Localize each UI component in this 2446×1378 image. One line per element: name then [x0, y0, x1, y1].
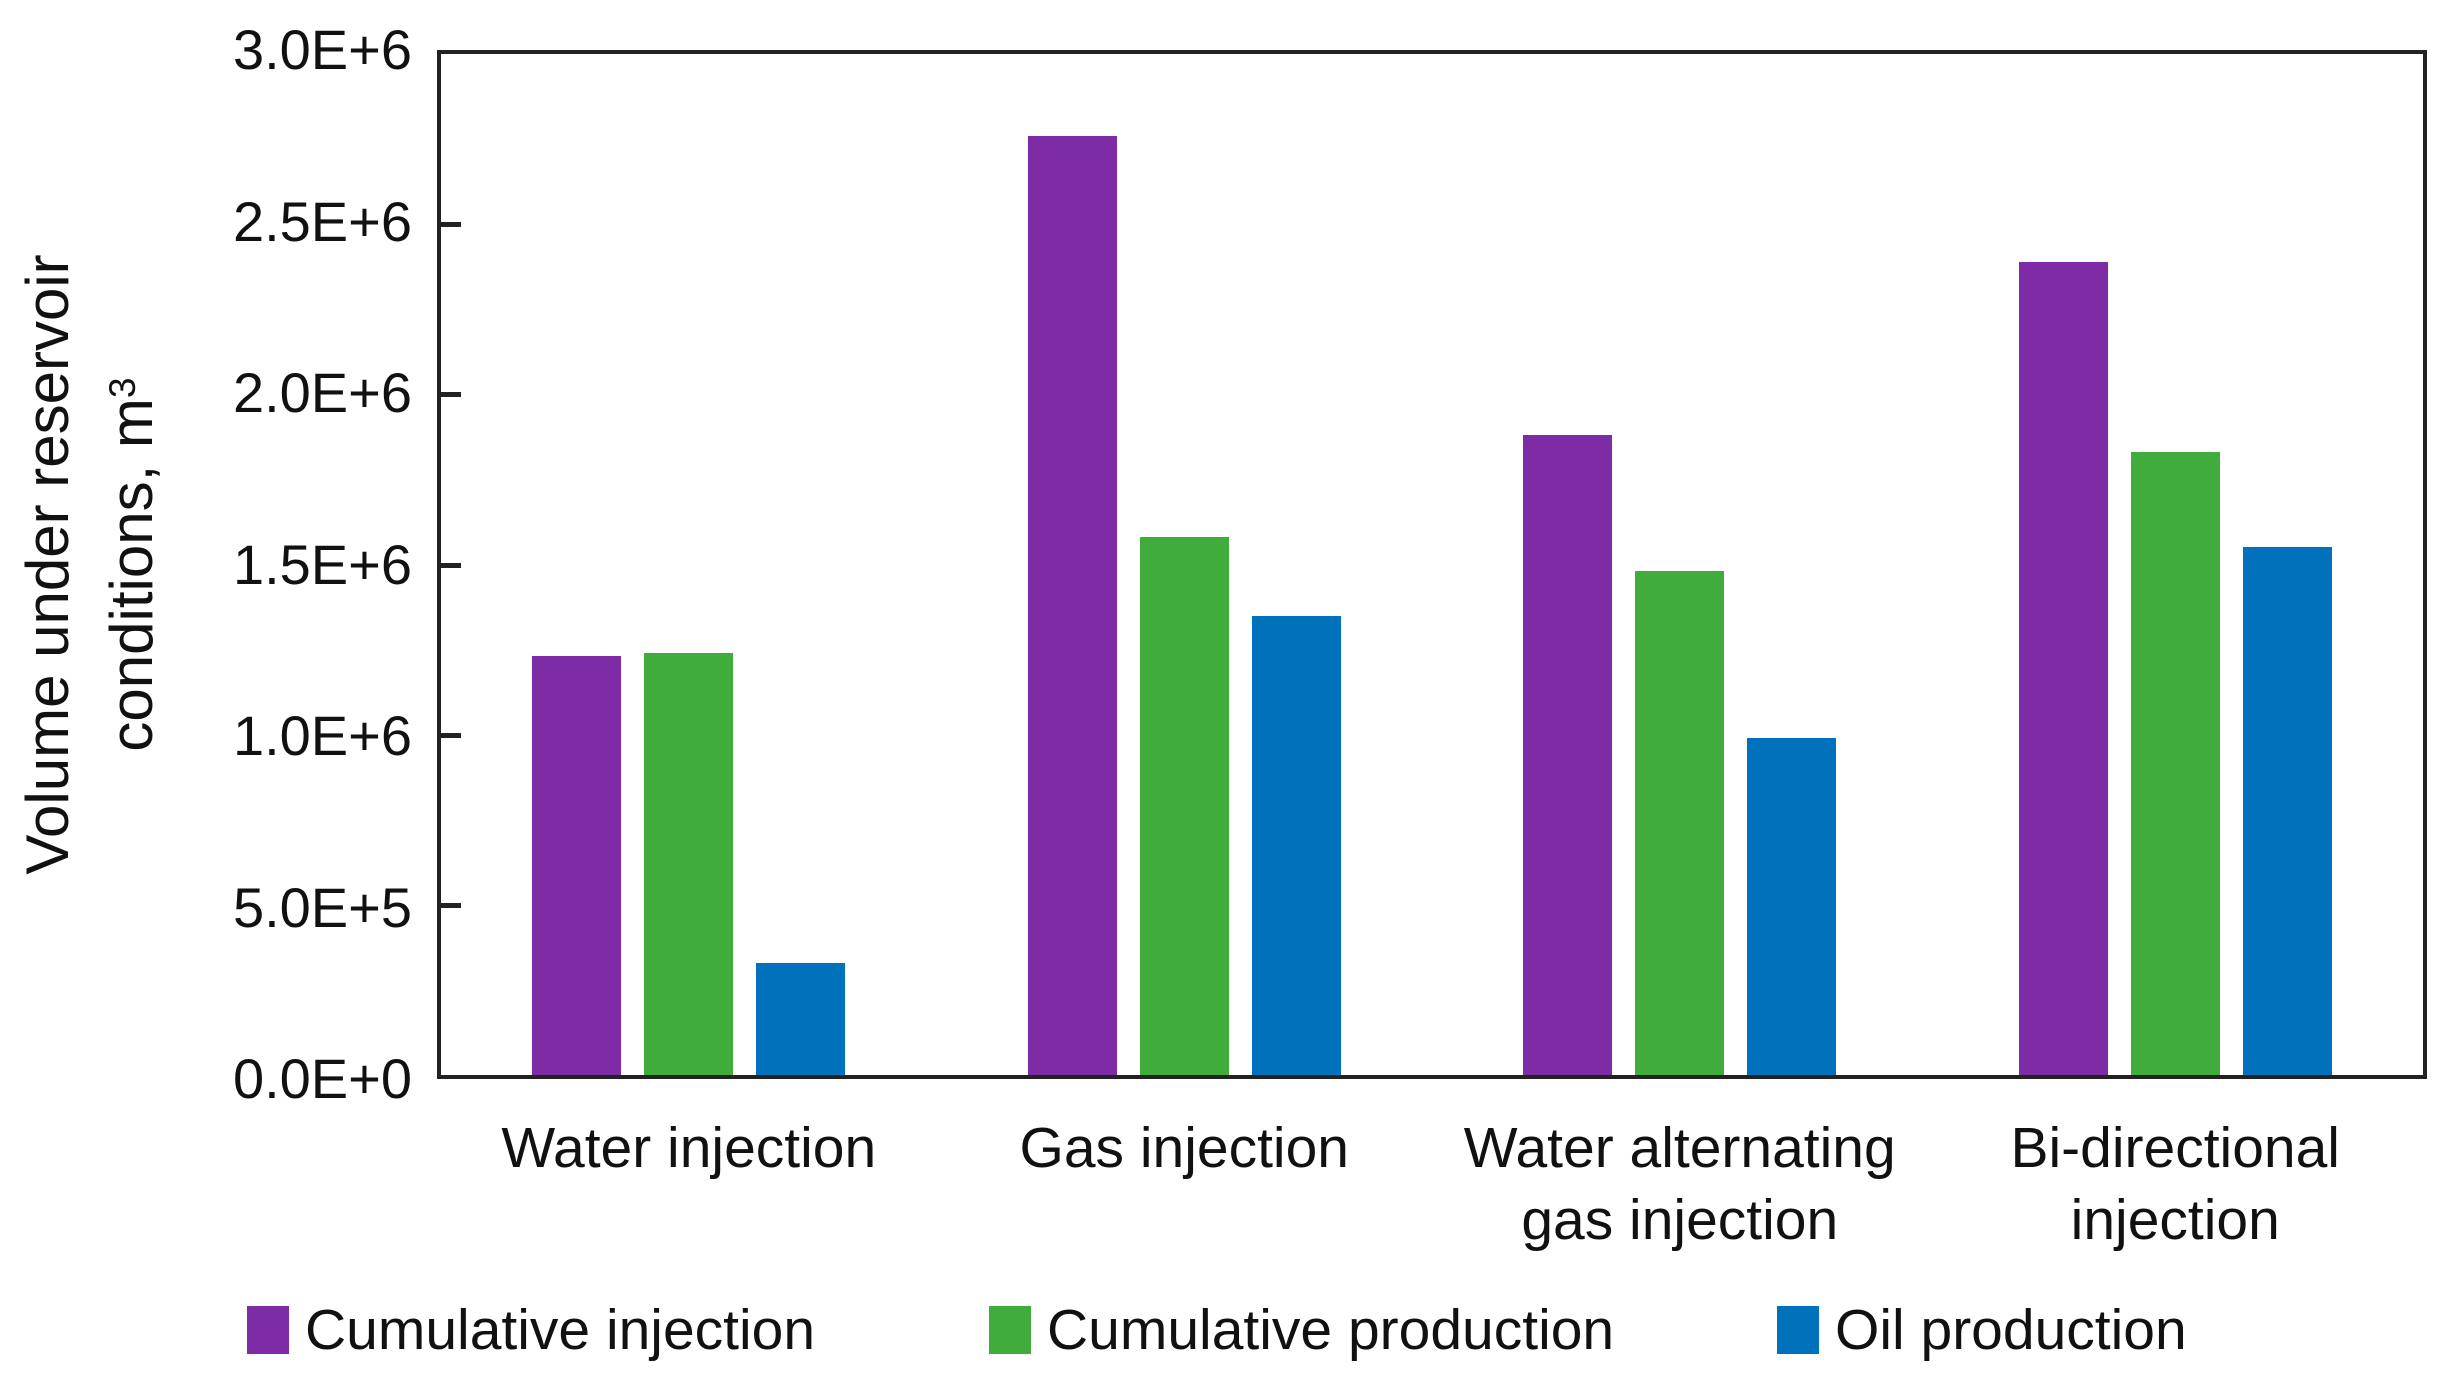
plot-area	[437, 50, 2427, 1079]
bar-cumulative-production-bi-directional-injection	[2130, 452, 2220, 1075]
bar-cumulative-production-gas-injection	[1139, 537, 1229, 1075]
bar-cumulative-injection-bi-directional-injection	[2018, 261, 2108, 1075]
y-tick-label-0-0E-0: 0.0E+0	[232, 1047, 412, 1110]
x-category-label-bi-directional-injection: Bi-directional injection	[1875, 1112, 2446, 1256]
y-tick-mark	[441, 562, 461, 568]
legend-item-oil-production: Oil production	[1777, 1300, 2187, 1360]
bar-cumulative-production-water-alternating-gas-injection	[1635, 571, 1725, 1075]
y-tick-mark	[441, 902, 461, 908]
bar-oil-production-bi-directional-injection	[2242, 547, 2332, 1075]
cubic-meter-superscript: 3	[101, 377, 144, 399]
x-category-label-water-alternating-gas-injection: Water alternating gas injection	[1380, 1112, 1980, 1256]
y-tick-label-2-5E-6: 2.5E+6	[232, 189, 412, 253]
bar-oil-production-water-injection	[756, 962, 846, 1075]
legend-label-cumulative-injection: Cumulative injection	[305, 1298, 816, 1362]
legend-item-cumulative-injection: Cumulative injection	[247, 1300, 815, 1360]
bar-cumulative-injection-water-alternating-gas-injection	[1523, 435, 1613, 1075]
bar-cumulative-injection-gas-injection	[1027, 135, 1117, 1075]
y-tick-mark	[441, 222, 461, 228]
bar-cumulative-injection-water-injection	[532, 656, 622, 1075]
legend-label-cumulative-production: Cumulative production	[1047, 1298, 1615, 1362]
y-tick-mark	[441, 392, 461, 398]
x-category-label-water-injection: Water injection	[389, 1112, 989, 1184]
x-category-label-line: gas injection	[1521, 1188, 1839, 1252]
y-tick-label-1-0E-6: 1.0E+6	[232, 704, 412, 767]
x-category-label-line: injection	[2070, 1188, 2280, 1252]
legend-swatch-oil-production	[1777, 1306, 1819, 1354]
x-category-label-line: Water injection	[501, 1116, 877, 1180]
bar-oil-production-gas-injection	[1251, 615, 1341, 1075]
legend-label-oil-production: Oil production	[1835, 1298, 2187, 1362]
x-category-label-line: Water alternating	[1463, 1116, 1896, 1180]
y-tick-label-5-0E-5: 5.0E+5	[232, 875, 412, 939]
bar-cumulative-production-water-injection	[644, 653, 734, 1075]
y-tick-label-1-5E-6: 1.5E+6	[232, 532, 412, 596]
x-category-label-gas-injection: Gas injection	[884, 1112, 1484, 1184]
y-axis-title-line1: Volume under reservoir	[14, 254, 81, 875]
legend-swatch-cumulative-injection	[247, 1306, 289, 1354]
y-tick-label-2-0E-6: 2.0E+6	[232, 361, 412, 424]
x-category-label-line: Gas injection	[1019, 1116, 1349, 1180]
legend-swatch-cumulative-production	[989, 1306, 1031, 1354]
bar-oil-production-water-alternating-gas-injection	[1747, 738, 1837, 1075]
legend-item-cumulative-production: Cumulative production	[989, 1300, 1614, 1360]
y-tick-label-3-0E-6: 3.0E+6	[232, 18, 412, 81]
y-tick-mark	[441, 732, 461, 738]
x-category-label-line: Bi-directional	[2010, 1116, 2340, 1180]
